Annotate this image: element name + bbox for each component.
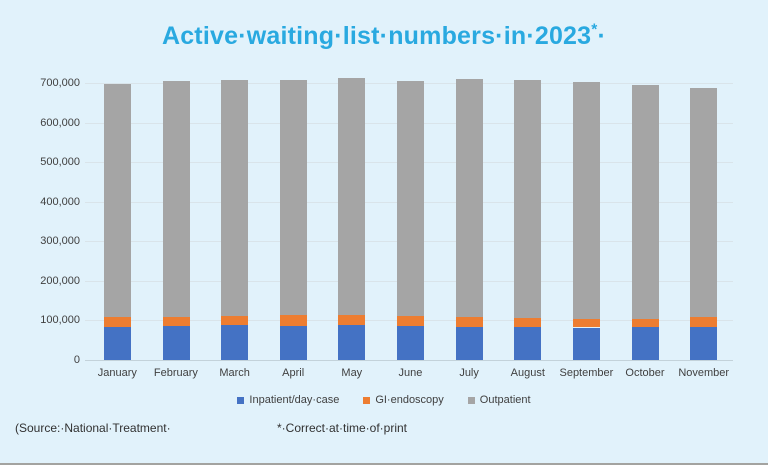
- x-axis-month-label: October: [625, 367, 665, 379]
- legend-swatch-inpatient-icon: [237, 396, 245, 404]
- bar-segment-gi-endoscopy: [338, 314, 366, 326]
- x-axis-month-label: March: [219, 367, 250, 379]
- chart-title-text: Active·waiting·list·numbers·in·2023: [161, 22, 592, 50]
- x-axis-month-label: January: [97, 367, 137, 379]
- bar-segment-gi-endoscopy: [514, 317, 542, 328]
- y-axis-tick-label: 100,000: [40, 314, 80, 326]
- y-axis-tick-label: 700,000: [40, 77, 80, 89]
- bar-segment-outpatient: [455, 79, 483, 317]
- bar-segment-outpatient: [279, 79, 307, 316]
- bar-segment-inpatient: [514, 327, 542, 360]
- chart-legend: Inpatient/day·case GI·endoscopy Outpatie…: [0, 393, 768, 407]
- x-axis-month-label: November: [678, 367, 730, 379]
- legend-label-gi-endoscopy: GI·endoscopy: [375, 394, 444, 406]
- bar-segment-gi-endoscopy: [221, 315, 249, 326]
- bar-segment-outpatient: [221, 80, 249, 316]
- bar-segment-inpatient: [572, 327, 600, 360]
- bar-segment-outpatient: [514, 79, 542, 318]
- chart-title-trailing-mark: ·: [597, 22, 607, 50]
- bar-segment-inpatient: [338, 325, 366, 360]
- bar-segment-outpatient: [338, 78, 366, 315]
- bar-segment-gi-endoscopy: [572, 318, 600, 328]
- bar-segment-inpatient: [455, 326, 483, 360]
- bar-segment-inpatient: [397, 326, 424, 360]
- y-axis-tick-label: 600,000: [40, 117, 80, 129]
- legend-item-inpatient: Inpatient/day·case: [237, 393, 339, 407]
- y-axis-tick-label: 500,000: [40, 156, 80, 168]
- x-axis-month-label: June: [398, 367, 423, 379]
- x-axis-month-label: July: [459, 367, 479, 379]
- source-attribution: (Source:·National·Treatment·: [15, 421, 171, 435]
- legend-item-gi-endoscopy: GI·endoscopy: [363, 393, 444, 407]
- bar-segment-gi-endoscopy: [162, 316, 190, 326]
- legend-label-outpatient: Outpatient: [479, 394, 531, 406]
- bar-segment-outpatient: [397, 80, 424, 316]
- legend-label-inpatient: Inpatient/day·case: [249, 394, 340, 406]
- bar-segment-gi-endoscopy: [397, 316, 424, 326]
- bar-segment-inpatient: [690, 326, 718, 360]
- bar-segment-outpatient: [103, 84, 131, 317]
- bar-segment-gi-endoscopy: [690, 316, 718, 327]
- bar-segment-gi-endoscopy: [455, 316, 483, 327]
- asterisk-footnote: *·Correct·at·time·of·print: [277, 421, 408, 435]
- legend-swatch-gi-endoscopy-icon: [363, 396, 371, 404]
- bar-segment-outpatient: [631, 85, 659, 319]
- y-axis-tick-label: 300,000: [40, 235, 80, 247]
- bar-segment-inpatient: [103, 327, 131, 360]
- bar-segment-inpatient: [279, 326, 307, 360]
- bar-segment-inpatient: [162, 326, 190, 360]
- bar-segment-gi-endoscopy: [631, 318, 659, 328]
- x-axis-month-label: September: [559, 367, 614, 379]
- chart-title: Active·waiting·list·numbers·in·2023*·: [0, 22, 768, 50]
- bar-segment-gi-endoscopy: [279, 315, 307, 326]
- bar-segment-outpatient: [690, 87, 718, 317]
- x-axis-month-label: May: [341, 367, 363, 379]
- x-axis-month-label: April: [282, 367, 305, 379]
- y-axis-tick-label: 200,000: [40, 275, 80, 287]
- bar-segment-inpatient: [221, 325, 249, 360]
- bar-segment-outpatient: [162, 81, 190, 317]
- y-axis-tick-label: 400,000: [40, 196, 80, 208]
- gridline: [85, 360, 733, 361]
- bar-segment-inpatient: [631, 327, 659, 360]
- bar-segment-gi-endoscopy: [103, 316, 131, 328]
- y-axis-tick-label: 0: [73, 354, 80, 366]
- legend-item-outpatient: Outpatient: [467, 393, 531, 407]
- legend-swatch-outpatient-icon: [467, 396, 475, 404]
- x-axis-month-label: February: [153, 367, 198, 379]
- bar-segment-outpatient: [572, 82, 600, 319]
- chart-title-asterisk: *: [591, 21, 598, 39]
- x-axis-month-label: August: [510, 367, 545, 379]
